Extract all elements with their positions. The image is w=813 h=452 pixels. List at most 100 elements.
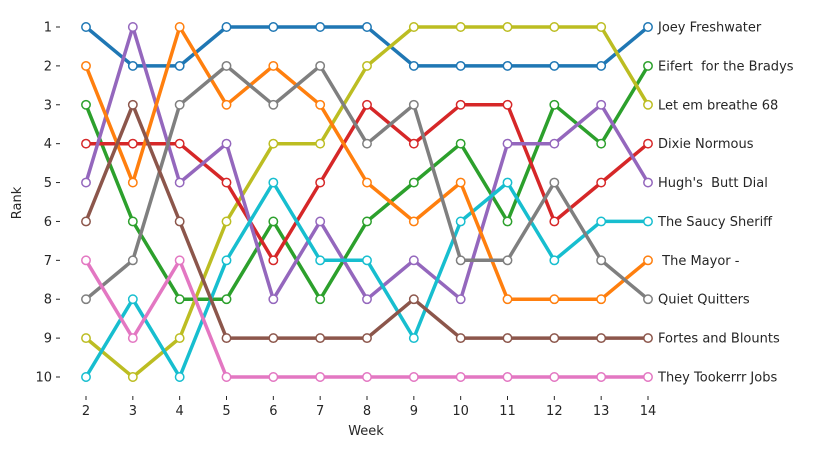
data-point	[408, 99, 419, 110]
data-point	[455, 22, 466, 32]
data-point	[315, 333, 326, 344]
x-tick-label: 9	[410, 404, 418, 419]
data-point	[549, 255, 560, 266]
data-point	[549, 60, 560, 71]
data-point	[596, 255, 607, 266]
data-point	[408, 22, 419, 32]
data-point	[596, 294, 607, 305]
data-point	[502, 255, 513, 266]
data-point	[643, 216, 653, 227]
x-tick-label: 3	[129, 404, 137, 419]
data-point	[81, 216, 91, 227]
x-tick-label: 11	[499, 404, 516, 419]
series-end-label: Fortes and Blounts	[658, 332, 780, 347]
data-point	[362, 333, 372, 344]
data-point	[268, 372, 279, 382]
data-point	[362, 255, 372, 266]
x-tick-label: 7	[316, 404, 324, 419]
data-point	[81, 333, 91, 344]
data-point	[81, 99, 91, 110]
data-point	[127, 372, 138, 382]
series-end-label: Hugh's Butt Dial	[658, 176, 768, 191]
data-point	[81, 138, 91, 149]
data-point	[268, 294, 279, 305]
data-point	[315, 255, 326, 266]
data-point	[549, 333, 560, 344]
data-point	[268, 255, 279, 266]
data-point	[268, 99, 279, 110]
data-point	[127, 177, 138, 188]
data-point	[643, 333, 653, 344]
data-point	[81, 255, 91, 266]
data-point	[362, 138, 372, 149]
data-point	[315, 138, 326, 149]
data-point	[127, 255, 138, 266]
data-point	[174, 99, 185, 110]
series-end-label: The Mayor -	[658, 254, 740, 269]
data-point	[408, 255, 419, 266]
data-point	[408, 294, 419, 305]
data-point	[127, 294, 138, 305]
y-tick-label: 5	[44, 176, 52, 191]
data-point	[174, 372, 185, 382]
series-points	[81, 22, 653, 382]
data-point	[315, 294, 326, 305]
data-point	[174, 216, 185, 227]
data-point	[315, 60, 326, 71]
data-point	[643, 372, 653, 382]
data-point	[502, 22, 513, 32]
data-point	[643, 99, 653, 110]
series-end-label: Joey Freshwater	[657, 21, 762, 36]
data-point	[221, 60, 232, 71]
x-tick-label: 5	[222, 404, 230, 419]
y-axis-title: Rank	[10, 186, 25, 219]
data-point	[81, 22, 91, 32]
data-point	[455, 177, 466, 188]
data-point	[268, 333, 279, 344]
data-point	[221, 177, 232, 188]
data-point	[127, 99, 138, 110]
data-point	[502, 99, 513, 110]
x-tick-label: 8	[363, 404, 371, 419]
data-point	[268, 138, 279, 149]
data-point	[221, 372, 232, 382]
data-point	[315, 22, 326, 32]
data-point	[643, 177, 653, 188]
series-end-label: The Saucy Sheriff	[657, 215, 773, 230]
data-point	[502, 60, 513, 71]
data-point	[408, 372, 419, 382]
data-point	[362, 177, 372, 188]
data-point	[549, 177, 560, 188]
data-point	[81, 372, 91, 382]
series-end-label: Quiet Quitters	[658, 293, 750, 308]
data-point	[408, 177, 419, 188]
data-point	[596, 216, 607, 227]
data-point	[596, 99, 607, 110]
data-point	[315, 177, 326, 188]
data-point	[127, 60, 138, 71]
data-point	[596, 60, 607, 71]
data-point	[362, 294, 372, 305]
series-end-labels: Joey Freshwater Eifert for the Bradys Let …	[657, 21, 794, 386]
x-tick-label: 13	[593, 404, 610, 419]
data-point	[643, 255, 653, 266]
data-point	[596, 177, 607, 188]
data-point	[549, 216, 560, 227]
data-point	[221, 294, 232, 305]
x-tick-label: 2	[82, 404, 90, 419]
data-point	[315, 216, 326, 227]
data-point	[643, 60, 653, 71]
data-point	[549, 138, 560, 149]
data-point	[455, 60, 466, 71]
data-point	[221, 22, 232, 32]
y-tick-label: 10	[35, 371, 52, 386]
data-point	[596, 22, 607, 32]
y-tick-label: 6	[44, 215, 52, 230]
data-point	[408, 333, 419, 344]
data-point	[362, 99, 372, 110]
data-point	[81, 60, 91, 71]
y-tick-label: 7	[44, 254, 52, 269]
